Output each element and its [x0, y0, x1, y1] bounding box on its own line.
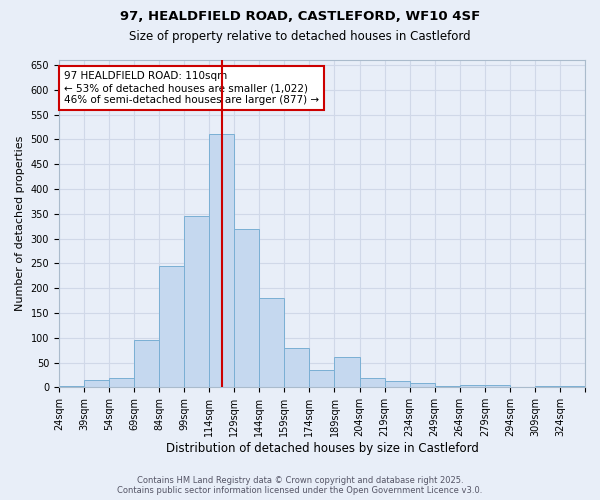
Bar: [159, 266, 184, 388]
Text: Size of property relative to detached houses in Castleford: Size of property relative to detached ho…: [129, 30, 471, 43]
Y-axis label: Number of detached properties: Number of detached properties: [15, 136, 25, 312]
X-axis label: Distribution of detached houses by size in Castleford: Distribution of detached houses by size …: [166, 442, 478, 455]
Bar: [59, 386, 84, 388]
Bar: [334, 356, 359, 388]
Bar: [485, 385, 510, 388]
Bar: [84, 380, 109, 388]
Bar: [535, 386, 560, 388]
Bar: [109, 378, 134, 388]
Bar: [434, 386, 460, 388]
Bar: [385, 381, 410, 388]
Text: 97 HEALDFIELD ROAD: 110sqm
← 53% of detached houses are smaller (1,022)
46% of s: 97 HEALDFIELD ROAD: 110sqm ← 53% of deta…: [64, 72, 319, 104]
Bar: [234, 228, 259, 388]
Bar: [209, 134, 234, 388]
Bar: [410, 384, 434, 388]
Bar: [184, 216, 209, 388]
Bar: [284, 348, 310, 388]
Bar: [560, 386, 585, 388]
Bar: [359, 378, 385, 388]
Text: Contains HM Land Registry data © Crown copyright and database right 2025.
Contai: Contains HM Land Registry data © Crown c…: [118, 476, 482, 495]
Bar: [460, 386, 485, 388]
Bar: [134, 340, 159, 388]
Text: 97, HEALDFIELD ROAD, CASTLEFORD, WF10 4SF: 97, HEALDFIELD ROAD, CASTLEFORD, WF10 4S…: [120, 10, 480, 23]
Bar: [259, 298, 284, 388]
Bar: [310, 370, 334, 388]
